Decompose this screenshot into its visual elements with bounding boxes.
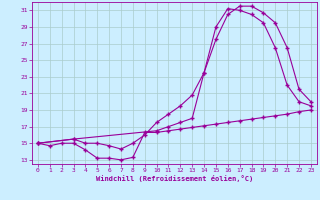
X-axis label: Windchill (Refroidissement éolien,°C): Windchill (Refroidissement éolien,°C) xyxy=(96,175,253,182)
